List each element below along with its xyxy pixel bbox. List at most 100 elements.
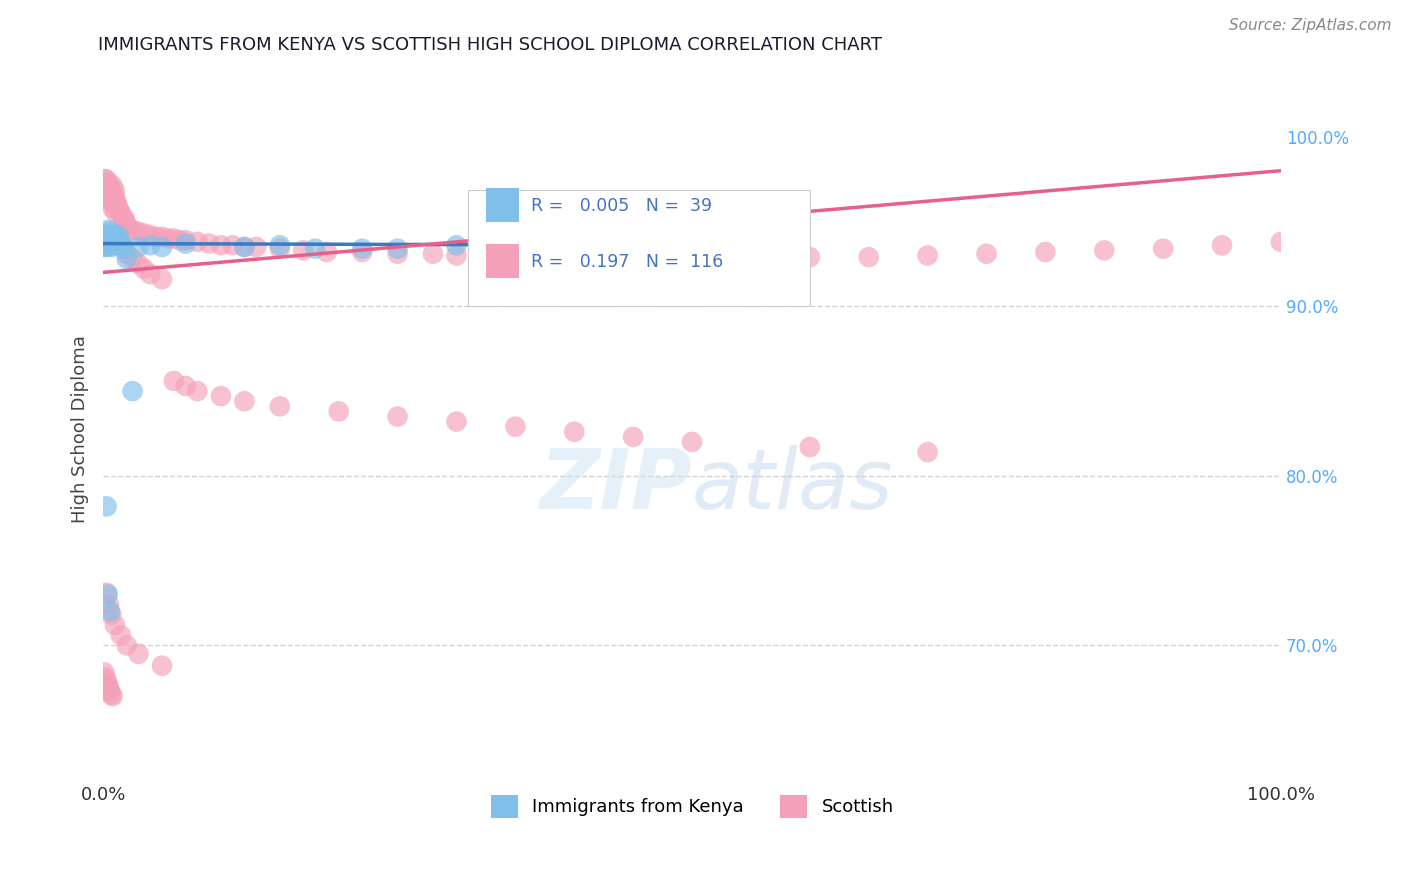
Point bbox=[98, 681, 121, 695]
Point bbox=[209, 389, 232, 403]
Point bbox=[97, 587, 120, 601]
Point bbox=[98, 191, 121, 205]
Point bbox=[98, 182, 121, 196]
Point bbox=[94, 671, 117, 685]
Point bbox=[917, 248, 939, 262]
Point bbox=[621, 430, 644, 444]
Point bbox=[681, 434, 703, 449]
Point bbox=[740, 250, 762, 264]
Point bbox=[134, 262, 156, 277]
Point bbox=[98, 189, 121, 203]
Point bbox=[174, 379, 197, 393]
Point bbox=[100, 186, 122, 200]
Point bbox=[976, 246, 998, 260]
Point bbox=[97, 191, 120, 205]
Point bbox=[139, 267, 162, 281]
Point bbox=[387, 246, 409, 260]
Point bbox=[97, 182, 120, 196]
Text: Source: ZipAtlas.com: Source: ZipAtlas.com bbox=[1229, 18, 1392, 33]
Point bbox=[127, 225, 149, 239]
Point bbox=[100, 688, 122, 702]
Point bbox=[269, 238, 291, 252]
Point bbox=[1092, 244, 1115, 258]
Point bbox=[505, 250, 527, 264]
Point bbox=[139, 238, 162, 252]
Point bbox=[352, 245, 374, 260]
Point bbox=[98, 228, 121, 243]
Point bbox=[104, 231, 127, 245]
Point bbox=[174, 233, 197, 247]
Point bbox=[112, 242, 135, 256]
Point bbox=[105, 231, 128, 245]
Point bbox=[100, 240, 122, 254]
Point bbox=[93, 240, 115, 254]
Point bbox=[174, 236, 197, 251]
Point bbox=[233, 240, 256, 254]
Point bbox=[105, 197, 128, 211]
Point bbox=[150, 229, 173, 244]
Point bbox=[139, 228, 162, 243]
Point bbox=[134, 227, 156, 241]
Y-axis label: High School Diploma: High School Diploma bbox=[72, 335, 89, 523]
Point bbox=[97, 677, 120, 691]
Point bbox=[98, 225, 121, 239]
Point bbox=[103, 194, 125, 209]
Legend: Immigrants from Kenya, Scottish: Immigrants from Kenya, Scottish bbox=[484, 789, 901, 825]
Point bbox=[94, 228, 117, 243]
Point bbox=[1035, 245, 1057, 260]
Point bbox=[110, 236, 132, 251]
Point bbox=[121, 384, 143, 398]
Point bbox=[97, 235, 120, 249]
Point bbox=[316, 245, 339, 260]
Text: ZIP: ZIP bbox=[540, 445, 692, 526]
Point bbox=[108, 204, 131, 219]
Point bbox=[101, 178, 124, 193]
Point bbox=[169, 233, 191, 247]
Point bbox=[446, 415, 468, 429]
Point bbox=[98, 176, 121, 190]
Point bbox=[269, 242, 291, 256]
Text: R =   0.197   N =  116: R = 0.197 N = 116 bbox=[530, 252, 723, 271]
Bar bbox=[486, 244, 519, 278]
Text: R =   0.005   N =  39: R = 0.005 N = 39 bbox=[530, 197, 711, 215]
Point bbox=[107, 201, 129, 215]
Point bbox=[104, 228, 127, 243]
Point bbox=[505, 419, 527, 434]
Point bbox=[1152, 242, 1174, 256]
Point bbox=[101, 235, 124, 249]
Point bbox=[101, 201, 124, 215]
Point bbox=[96, 187, 118, 202]
Point bbox=[98, 604, 121, 618]
Text: IMMIGRANTS FROM KENYA VS SCOTTISH HIGH SCHOOL DIPLOMA CORRELATION CHART: IMMIGRANTS FROM KENYA VS SCOTTISH HIGH S… bbox=[98, 36, 883, 54]
Point bbox=[114, 214, 136, 228]
Point bbox=[101, 690, 124, 704]
Point bbox=[111, 238, 134, 252]
Point bbox=[104, 191, 127, 205]
Point bbox=[96, 178, 118, 192]
Point bbox=[198, 236, 221, 251]
Point bbox=[104, 204, 127, 219]
Point bbox=[112, 242, 135, 256]
Point bbox=[98, 684, 121, 698]
Point bbox=[186, 384, 208, 398]
Point bbox=[107, 228, 129, 243]
Point bbox=[292, 244, 315, 258]
Point bbox=[233, 394, 256, 409]
Point bbox=[94, 172, 117, 186]
Point bbox=[93, 189, 115, 203]
Point bbox=[98, 231, 121, 245]
Point bbox=[127, 647, 149, 661]
Point bbox=[352, 242, 374, 256]
Point bbox=[94, 172, 117, 186]
Point bbox=[100, 231, 122, 245]
Point bbox=[110, 628, 132, 642]
Point bbox=[101, 189, 124, 203]
Point bbox=[163, 231, 186, 245]
Point bbox=[96, 673, 118, 688]
Point bbox=[96, 178, 118, 192]
Point bbox=[96, 500, 118, 514]
Point bbox=[1211, 238, 1233, 252]
Point bbox=[858, 250, 880, 264]
Point bbox=[96, 240, 118, 254]
Point bbox=[115, 246, 138, 260]
